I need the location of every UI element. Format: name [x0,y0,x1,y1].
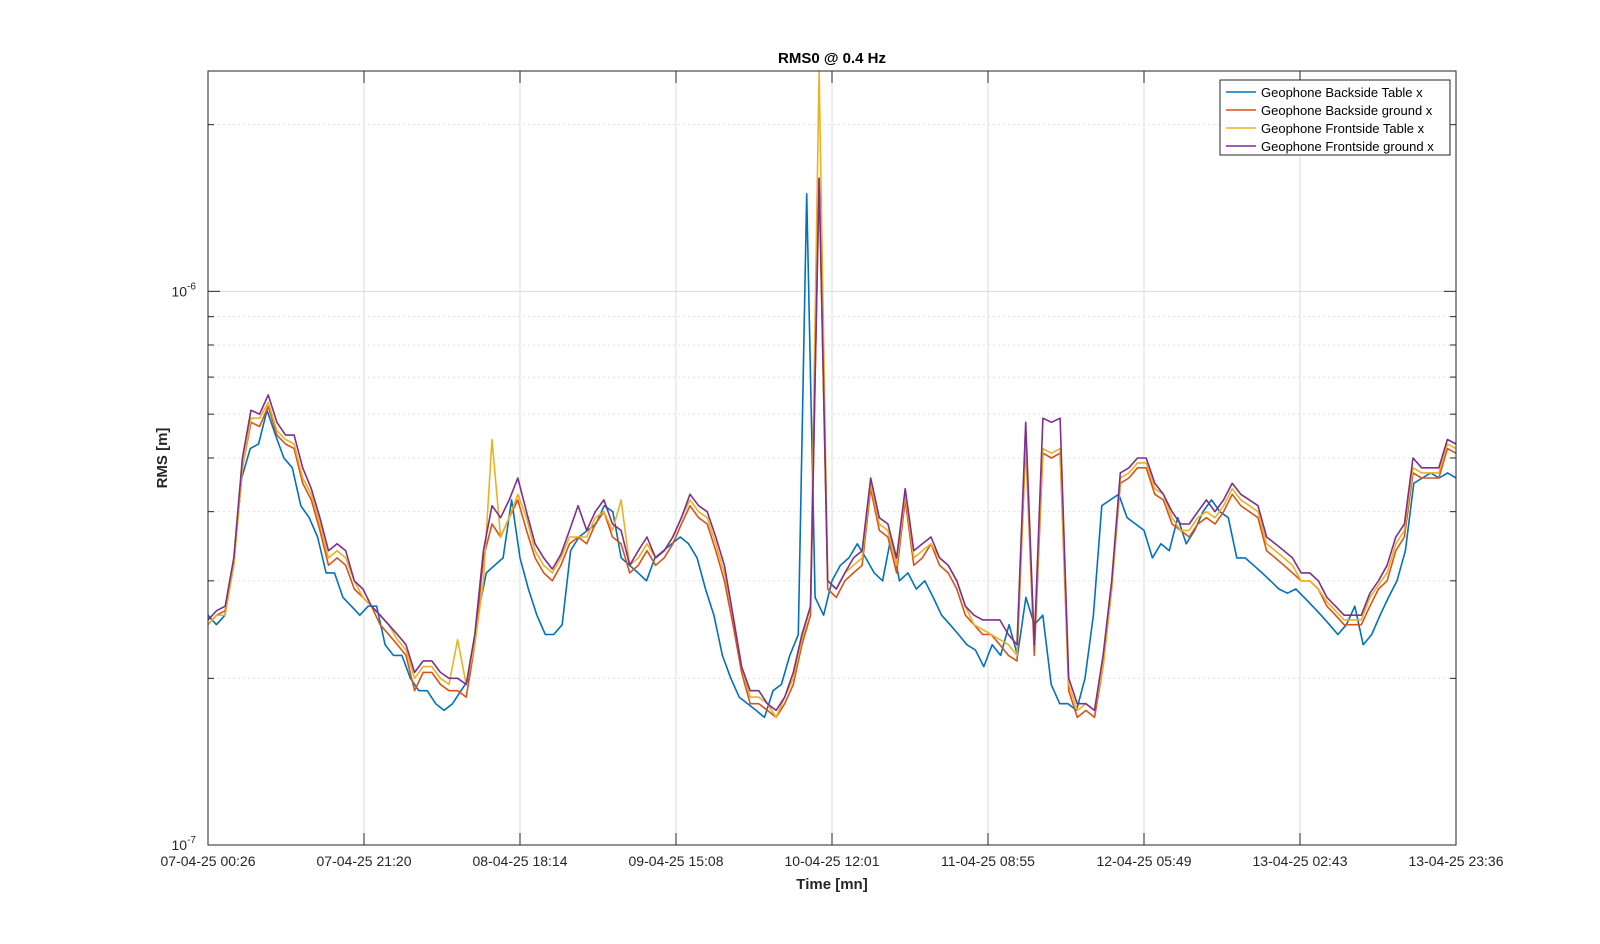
legend-label: Geophone Backside ground x [1261,103,1433,118]
x-tick-label: 11-04-25 08:55 [941,853,1035,869]
legend: Geophone Backside Table x Geophone Backsi… [1219,79,1451,156]
legend-label: Geophone Frontside ground x [1261,139,1434,154]
x-tick-label: 10-04-25 12:01 [785,853,880,869]
chart-title: RMS0 @ 0.4 Hz [778,50,886,67]
legend-box [1219,79,1451,156]
legend-label: Geophone Backside Table x [1261,85,1423,100]
x-tick-label: 08-04-25 18:14 [473,853,568,869]
x-axis-label: Time [mn] [796,876,867,893]
x-tick-label: 13-04-25 02:43 [1253,853,1348,869]
ticks [207,71,1457,845]
y-tick-label: 10-6 [172,281,197,299]
x-tick-label: 07-04-25 21:20 [317,853,412,869]
series-line-2 [207,177,1457,719]
x-tick-labels: 07-04-25 00:26 07-04-25 21:20 08-04-25 18:… [161,853,1504,869]
x-tick-label: 07-04-25 00:26 [161,853,256,869]
y-tick-labels: 10-7 10-6 [172,281,197,853]
series-lines [207,70,1457,719]
y-axis-label: RMS [m] [154,428,171,489]
legend-label: Geophone Frontside Table x [1261,121,1425,136]
x-tick-label: 09-04-25 15:08 [629,853,724,869]
x-tick-label: 13-04-25 23:36 [1409,853,1504,869]
x-tick-label: 12-04-25 05:49 [1097,853,1192,869]
y-tick-label: 10-7 [172,835,197,853]
series-line-4 [207,177,1457,712]
